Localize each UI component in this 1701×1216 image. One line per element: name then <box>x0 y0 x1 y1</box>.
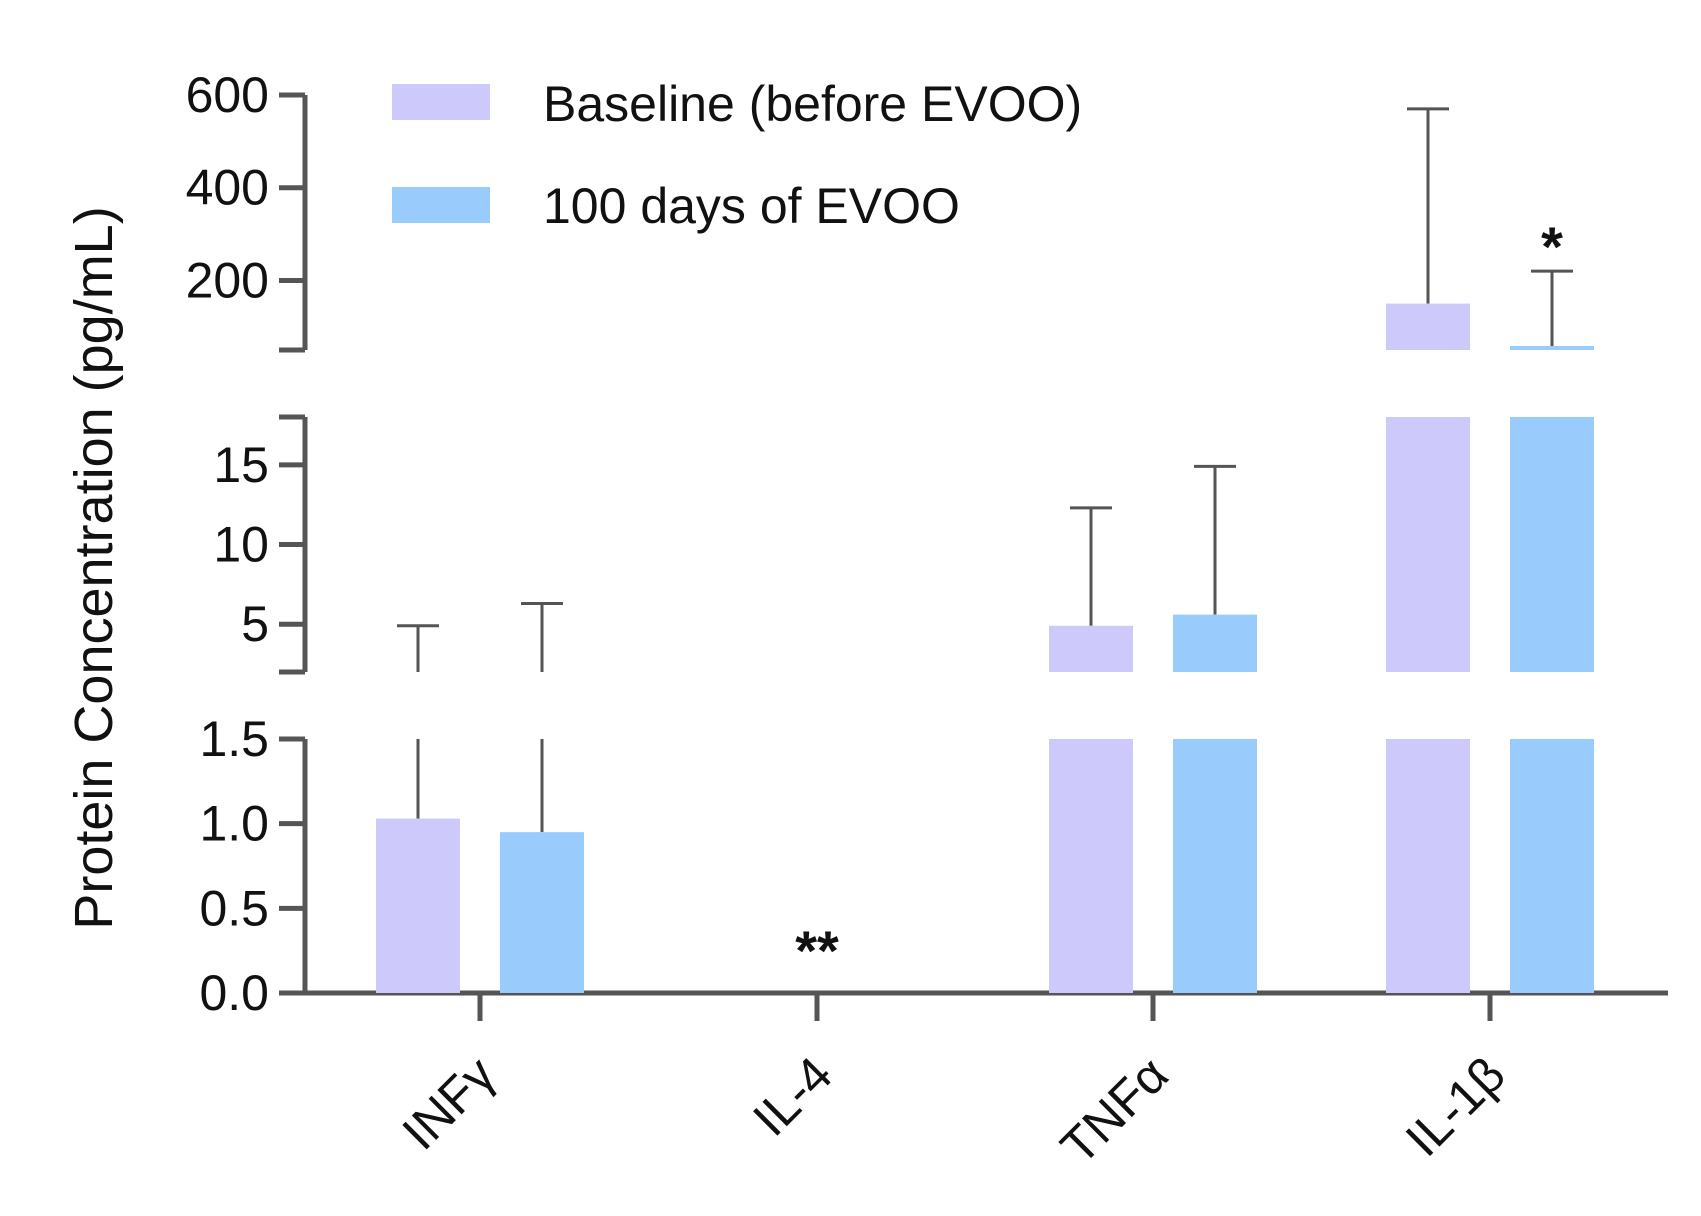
bar-segment-low <box>500 832 584 993</box>
legend-label-baseline: Baseline (before EVOO) <box>543 76 1082 132</box>
y-tick-label: 0.0 <box>199 965 269 1021</box>
legend-label-100-days: 100 days of EVOO <box>543 178 960 234</box>
bar-segment-high <box>1386 303 1470 350</box>
y-tick-label: 1.5 <box>199 711 269 767</box>
y-tick-label: 200 <box>186 252 269 308</box>
bar-segment-low <box>376 818 460 993</box>
bar-segment-mid <box>1173 614 1257 672</box>
bar-baseline-before-evoo-0 <box>376 624 460 993</box>
bar-baseline-before-evoo-2 <box>1049 506 1133 993</box>
significance-marker: ** <box>795 919 839 982</box>
y-axis-label: Protein Concentration (pg/mL) <box>64 206 124 929</box>
y-tick-label: 15 <box>213 437 269 493</box>
bar-segment-low <box>1173 739 1257 993</box>
y-tick-label: 1.0 <box>199 796 269 852</box>
y-tick-label: 0.5 <box>199 880 269 936</box>
bar-100-days-of-evoo-3 <box>1510 269 1594 993</box>
x-axis: INFγ IL-4 TNFα IL-1β <box>305 990 1668 1175</box>
x-tick-label: IL-4 <box>742 1046 843 1147</box>
bar-baseline-before-evoo-3 <box>1386 107 1470 993</box>
x-tick-label: IL-1β <box>1395 1046 1516 1167</box>
bar-segment-low <box>1386 739 1470 993</box>
y-ticks: 0.0 0.5 1.0 1.5 5 10 15 200 400 600 <box>186 67 305 1021</box>
x-ticks: INFγ IL-4 TNFα IL-1β <box>392 993 1516 1175</box>
bar-segment-low <box>1510 739 1594 993</box>
bars <box>376 107 1594 993</box>
significance-marker: * <box>1541 215 1563 278</box>
y-tick-label: 400 <box>186 160 269 216</box>
bar-segment-mid <box>1049 625 1133 672</box>
legend-swatch-100-days <box>392 187 490 223</box>
bar-segment-high <box>1510 346 1594 350</box>
bar-100-days-of-evoo-2 <box>1173 464 1257 993</box>
x-tick-label: INFγ <box>392 1046 506 1160</box>
y-tick-label: 600 <box>186 67 269 123</box>
bar-segment-mid <box>1386 417 1470 672</box>
y-tick-label: 5 <box>241 596 269 652</box>
y-tick-label: 10 <box>213 517 269 573</box>
y-axis: 0.0 0.5 1.0 1.5 5 10 15 200 400 600 Protein Conce… <box>64 67 308 1021</box>
legend: Baseline (before EVOO) 100 days of EVOO <box>392 76 1082 234</box>
bar-100-days-of-evoo-0 <box>500 601 584 993</box>
legend-swatch-baseline <box>392 84 490 120</box>
x-tick-label: TNFα <box>1050 1046 1179 1175</box>
bar-segment-mid <box>1510 417 1594 672</box>
bar-segment-low <box>1049 739 1133 993</box>
annotations: *** <box>795 215 1563 982</box>
